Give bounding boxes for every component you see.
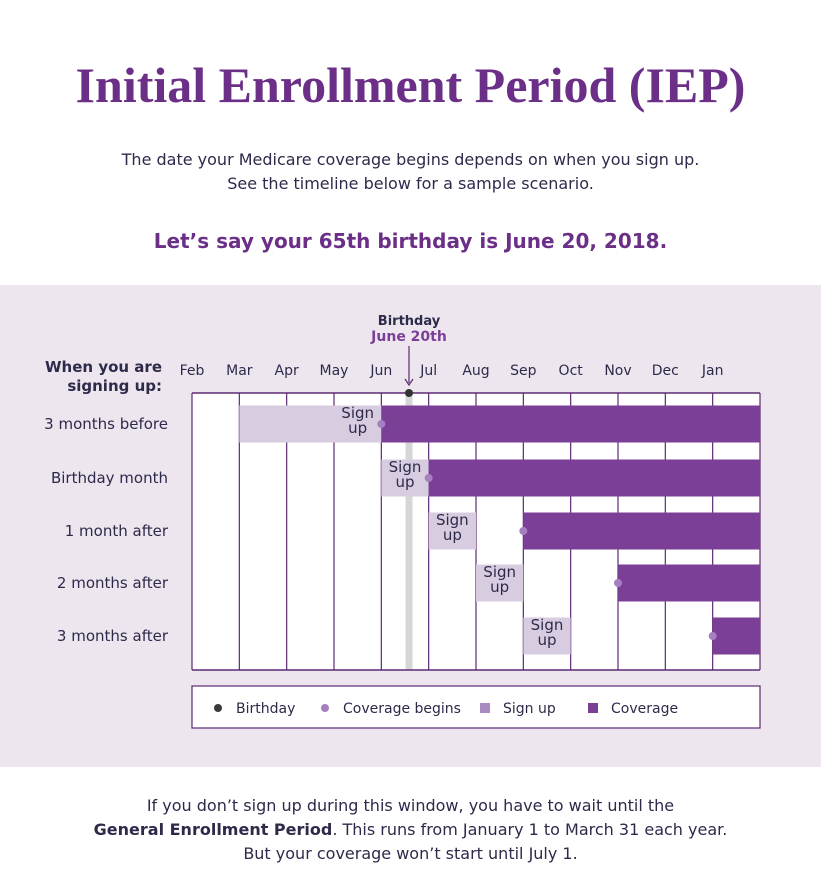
birthday-date: June 20th	[370, 329, 447, 345]
coverage-dot	[614, 579, 622, 587]
intro-line: See the timeline below for a sample scen…	[227, 174, 594, 193]
sign-up-bar	[476, 564, 524, 602]
month-label: Aug	[462, 363, 489, 379]
row-label: 3 months after	[57, 627, 169, 645]
scenario: Let’s say your 65th birthday is June 20,…	[153, 229, 668, 253]
month-label: Dec	[652, 363, 679, 379]
coverage-bar	[618, 564, 760, 602]
sign-up-label: Sign up	[483, 563, 517, 596]
birthday-dot	[405, 389, 413, 397]
row-label: 3 months before	[44, 415, 168, 433]
month-label: Jan	[701, 363, 724, 379]
month-label: Mar	[226, 363, 253, 379]
legend-marker	[588, 703, 598, 713]
coverage-bar	[712, 617, 760, 655]
birthday-label: Birthday	[378, 314, 441, 329]
footer-text: . This runs from January 1 to March 31 e…	[332, 820, 728, 839]
coverage-dot	[519, 527, 528, 535]
month-label: Jul	[419, 363, 437, 379]
coverage-dot	[424, 474, 433, 482]
sign-up-label: Sign up	[341, 404, 375, 437]
sign-up-label: Sign up	[530, 616, 564, 649]
footer-line: But your coverage won’t start until July…	[243, 844, 578, 863]
coverage-bar	[523, 512, 760, 550]
legend-marker	[214, 704, 222, 712]
coverage-bar	[381, 405, 760, 443]
month-label: May	[320, 363, 349, 379]
sign-up-bar	[381, 459, 429, 497]
month-label: Jun	[369, 363, 392, 379]
sign-up-bar	[239, 405, 382, 443]
legend-marker	[480, 703, 490, 713]
footer-bold: General Enrollment Period	[93, 820, 333, 839]
coverage-dot	[708, 632, 717, 640]
sign-up-label: Sign up	[388, 458, 422, 491]
row-label: Birthday month	[51, 469, 168, 487]
coverage-dot	[377, 420, 386, 428]
intro-line: The date your Medicare coverage begins d…	[121, 150, 700, 169]
coverage-bar	[428, 459, 760, 497]
month-label: Feb	[180, 363, 205, 379]
legend-marker	[321, 704, 329, 712]
footer-line: General Enrollment Period. This runs fro…	[0, 820, 821, 839]
legend-label: Coverage begins	[343, 701, 461, 717]
month-label: Sep	[510, 363, 537, 379]
legend-label: Birthday	[236, 701, 295, 717]
month-label: Oct	[559, 363, 584, 379]
footer-line: If you don’t sign up during this window,…	[146, 796, 675, 815]
legend-label: Coverage	[611, 701, 678, 717]
sign-up-bar	[523, 617, 571, 655]
title: Initial Enrollment Period (IEP)	[75, 57, 746, 113]
row-label: 1 month after	[65, 522, 169, 540]
legend-label: Sign up	[503, 701, 556, 717]
month-label: Nov	[604, 363, 631, 379]
birthday-arrowhead	[404, 378, 414, 387]
legend-box	[191, 685, 761, 729]
sign-up-label: Sign up	[435, 511, 469, 544]
birthday-line	[405, 393, 413, 670]
sign-up-bar	[428, 512, 476, 550]
month-label: Apr	[275, 363, 299, 379]
row-label: 2 months after	[57, 574, 169, 592]
row-header: When you are signing up:	[45, 358, 162, 395]
